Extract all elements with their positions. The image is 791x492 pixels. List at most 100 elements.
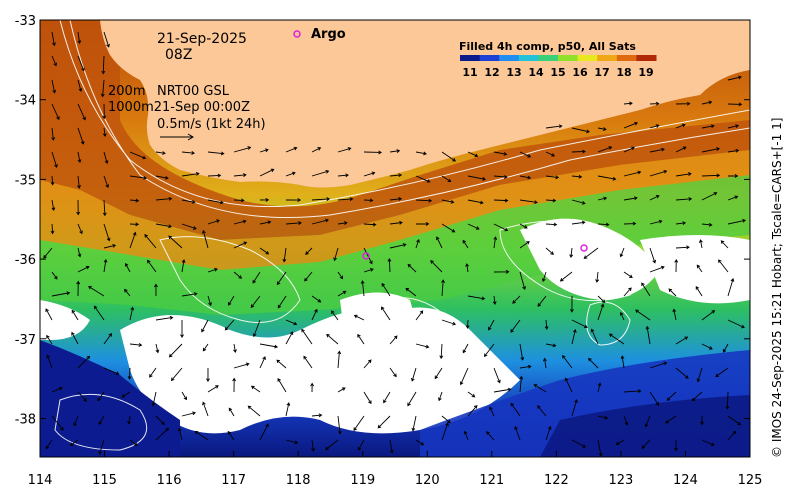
current-arrow <box>381 306 391 321</box>
current-arrow <box>45 308 53 321</box>
current-arrow <box>514 426 521 441</box>
argo-float-marker[interactable] <box>580 244 588 252</box>
current-arrow <box>285 439 299 445</box>
current-arrow <box>415 151 427 156</box>
current-arrow <box>285 319 298 326</box>
current-arrow <box>276 359 287 369</box>
current-arrow <box>701 147 720 153</box>
current-arrow <box>77 103 86 121</box>
current-arrow <box>701 192 718 201</box>
current-arrow <box>533 384 547 393</box>
current-arrow <box>718 259 729 273</box>
current-arrow <box>252 319 261 338</box>
current-arrow <box>623 146 635 153</box>
current-arrow <box>247 405 261 417</box>
current-arrow <box>181 171 200 177</box>
x-tick-label: 118 <box>286 473 311 488</box>
current-arrow <box>597 196 608 201</box>
current-arrow <box>727 148 740 153</box>
current-arrow <box>544 319 549 330</box>
current-arrow <box>277 378 287 393</box>
current-arrow <box>649 169 668 177</box>
current-arrow <box>155 151 166 155</box>
current-arrow <box>441 175 452 183</box>
current-arrow <box>564 377 573 393</box>
current-arrow <box>51 55 57 67</box>
current-arrow <box>43 247 53 259</box>
current-arrow <box>207 385 219 393</box>
current-arrow <box>285 331 294 345</box>
current-arrow <box>545 198 557 203</box>
colorbar-segment <box>636 55 657 61</box>
current-arrow <box>98 439 105 456</box>
contour-label-1000m: 1000m21-Sep 00:00Z <box>108 100 250 115</box>
current-arrow <box>168 343 183 358</box>
current-arrow <box>493 223 509 232</box>
current-arrow <box>155 223 173 229</box>
current-arrow <box>559 271 573 282</box>
current-arrow <box>389 243 407 249</box>
current-arrow <box>202 401 209 417</box>
current-arrow <box>389 439 394 454</box>
colorbar-tick-label: 15 <box>550 66 565 79</box>
current-arrow <box>597 382 602 393</box>
current-arrow <box>337 350 342 369</box>
current-arrow <box>93 305 105 321</box>
current-arrow <box>649 147 665 153</box>
current-arrow <box>545 343 557 348</box>
current-arrow <box>725 391 730 410</box>
current-arrow <box>649 361 668 369</box>
current-arrow <box>467 295 486 301</box>
argo-float-marker[interactable] <box>362 252 370 260</box>
current-arrow <box>155 343 160 354</box>
current-arrow <box>691 391 703 402</box>
current-arrow <box>415 198 433 203</box>
current-arrow <box>51 79 57 94</box>
x-tick-label: 117 <box>221 473 246 488</box>
map-plot-area <box>40 20 750 457</box>
current-arrow <box>389 173 403 178</box>
current-arrow <box>337 290 347 297</box>
current-arrow <box>545 247 554 255</box>
current-arrow <box>168 235 183 249</box>
current-arrow <box>101 55 106 75</box>
current-arrow <box>102 127 107 138</box>
current-arrow <box>720 240 729 249</box>
current-arrow <box>127 367 132 380</box>
current-arrow <box>51 415 64 431</box>
current-arrow <box>430 260 443 273</box>
current-arrow <box>696 264 703 273</box>
y-tick-label: -38 <box>15 413 36 428</box>
current-arrow <box>155 315 174 321</box>
current-arrow <box>701 124 715 129</box>
current-arrow <box>483 343 495 358</box>
current-arrow <box>441 151 456 162</box>
current-arrow <box>415 310 424 321</box>
current-arrow <box>363 198 374 203</box>
current-arrow <box>649 101 660 106</box>
y-tick-label: -36 <box>15 253 36 268</box>
current-arrow <box>181 151 196 155</box>
current-arrow <box>675 172 692 177</box>
current-arrow <box>149 367 157 378</box>
current-arrow <box>649 247 657 264</box>
current-arrow <box>623 101 633 106</box>
current-arrow <box>407 263 417 273</box>
current-arrow <box>180 319 184 339</box>
current-arrow <box>389 197 403 201</box>
current-arrow <box>569 295 574 313</box>
current-arrow <box>597 127 607 131</box>
current-arrow <box>727 174 739 178</box>
current-arrow <box>147 259 157 273</box>
current-arrow <box>77 151 82 164</box>
current-arrow <box>285 171 296 177</box>
current-arrow <box>512 295 521 304</box>
date-label: 21-Sep-2025 <box>157 31 247 47</box>
current-arrow <box>259 148 269 153</box>
current-arrow <box>415 343 430 349</box>
current-arrow <box>562 354 573 369</box>
current-arrow <box>337 387 346 393</box>
current-arrow <box>411 415 417 432</box>
current-arrow <box>571 220 586 225</box>
